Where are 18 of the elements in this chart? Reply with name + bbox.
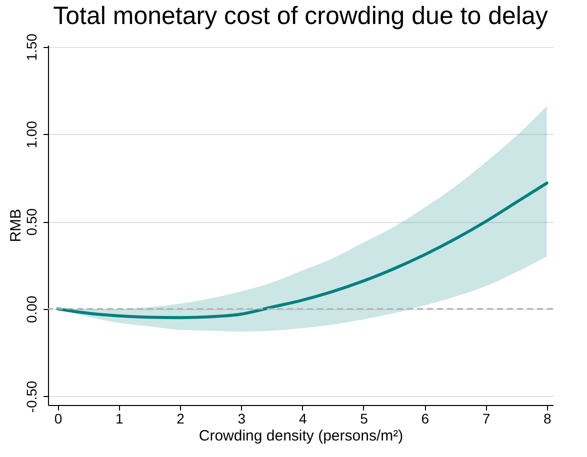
x-tick-label: 1: [116, 410, 124, 426]
x-tick-label: 8: [543, 410, 552, 426]
y-tick-label: 1.00: [24, 120, 40, 148]
y-tick-label: 0.50: [24, 208, 40, 236]
x-tick-label: 0: [54, 410, 62, 426]
y-tick-label: 0.00: [24, 296, 40, 324]
line-series: [56, 182, 548, 320]
x-tick-label: 6: [421, 410, 430, 426]
x-tick-label: 2: [176, 410, 185, 426]
x-tick-label: 4: [298, 410, 307, 426]
y-tick-label: -0.50: [24, 380, 40, 413]
chart-title: Total monetary cost of crowding due to delay: [53, 2, 548, 30]
x-tick-label: 5: [360, 410, 368, 426]
x-tick-label: 3: [238, 410, 246, 426]
x-tick-label: 7: [482, 410, 490, 426]
y-axis-title: RMB: [8, 208, 24, 242]
x-axis-title: Crowding density (persons/m²): [198, 428, 404, 444]
y-tick-label: 1.50: [24, 33, 40, 61]
